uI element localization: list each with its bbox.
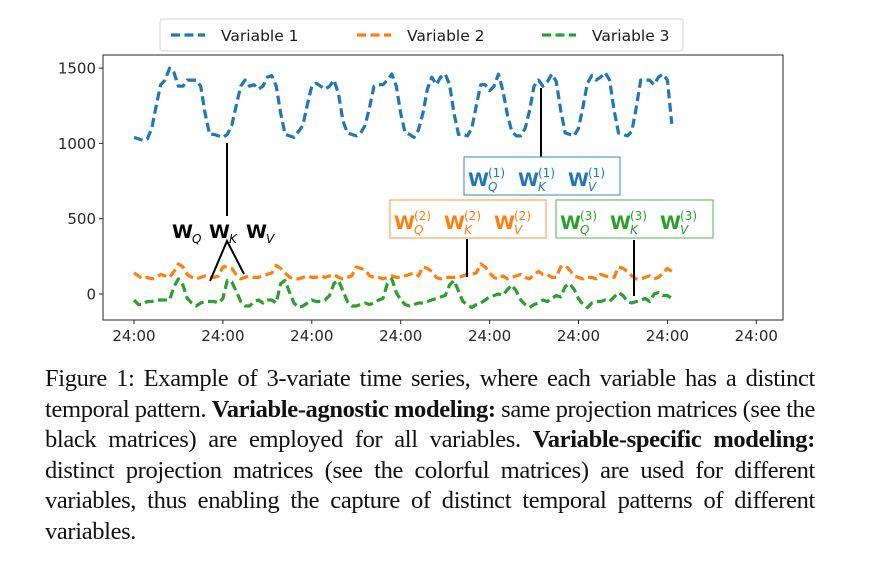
x-tick-label: 24:00 [201, 327, 244, 345]
matrix-w-v: W [660, 212, 681, 234]
matrix-w-v: W [494, 212, 515, 234]
caption-bold-agnostic: Variable-agnostic modeling: [211, 395, 496, 423]
matrix-w-v: W [246, 221, 267, 243]
matrix-subscript: Q [488, 180, 497, 194]
caption-suffix: distinct projection matrices (see the co… [45, 456, 815, 545]
matrix-subscript: V [588, 180, 597, 194]
matrix-subscript: K [464, 223, 473, 237]
matrix-superscript: (3) [680, 209, 697, 223]
matrix-subscript: Q [414, 223, 423, 237]
matrix-w-v: W [568, 169, 589, 191]
matrix-subscript: V [680, 223, 689, 237]
legend-box [159, 18, 684, 52]
series-line-3 [132, 277, 673, 310]
matrix-superscript: (1) [588, 166, 605, 180]
matrix-superscript: (3) [580, 209, 597, 223]
x-tick-label: 24:00 [735, 327, 778, 345]
matrix-superscript: (2) [464, 209, 481, 223]
annotation-connectors [209, 88, 635, 296]
matrix-superscript: (2) [514, 209, 531, 223]
matrix-subscript: V [266, 232, 275, 246]
matrix-superscript: (2) [414, 209, 431, 223]
y-tick-label: 1000 [58, 135, 96, 153]
matrix-subscript: V [514, 223, 523, 237]
matrix-subscript: Q [580, 223, 589, 237]
matrix-superscript: (1) [538, 166, 555, 180]
chart-figure: 0 500 1000 1500 24:00 24:00 24:00 24:00 24:00 24… [58, 18, 784, 345]
y-tick-label: 1500 [58, 60, 96, 78]
caption-mid: same projection matrices (see the black … [45, 395, 815, 454]
x-tick-label: 24:00 [646, 327, 689, 345]
shared-connector-down [209, 238, 245, 282]
x-tick-label: 24:00 [290, 327, 333, 345]
var3-matrices-label: W (3)Q W (3)K W (3)V [560, 209, 697, 237]
matrix-w-k: W [518, 169, 539, 191]
legend-label-1: Variable 1 [221, 27, 299, 45]
matrix-subscript: K [630, 223, 639, 237]
series-lines [132, 66, 674, 310]
figure-caption: Figure 1: Example of 3-variate time seri… [45, 364, 815, 547]
matrix-subscript: Q [192, 232, 201, 246]
y-tick-label: 0 [86, 286, 96, 304]
series-line-1 [133, 66, 674, 142]
matrix-w-q: W [560, 212, 581, 234]
plot-area [102, 54, 784, 321]
matrix-subscript: K [538, 180, 547, 194]
legend-label-3: Variable 3 [592, 27, 670, 45]
x-tick-label: 24:00 [468, 327, 511, 345]
x-tick-label: 24:00 [379, 327, 422, 345]
y-axis: 0 500 1000 1500 [58, 60, 103, 304]
caption-prefix: Figure 1: Example of 3-variate time seri… [45, 365, 815, 423]
var3-matrix-box [555, 199, 714, 239]
matrix-w-q: W [394, 212, 415, 234]
y-tick-label: 500 [67, 210, 96, 228]
var1-matrices-label: W (1)Q W (1)K W (1)V [468, 166, 605, 194]
x-tick-label: 24:00 [557, 327, 600, 345]
matrix-superscript: (1) [488, 166, 505, 180]
matrix-w-k: W [610, 212, 631, 234]
matrix-w-q: W [468, 169, 489, 191]
matrix-superscript: (3) [630, 209, 647, 223]
matrix-w-k: W [444, 212, 465, 234]
var2-matrix-box [389, 199, 547, 239]
matrix-w-q: W [172, 221, 193, 243]
x-tick-label: 24:00 [112, 327, 155, 345]
var2-matrices-label: W (2)Q W (2)K W (2)V [394, 209, 531, 237]
series-line-2 [133, 262, 673, 281]
x-axis: 24:00 24:00 24:00 24:00 24:00 24:00 24:00 24:00 [112, 320, 778, 345]
matrix-subscript: K [229, 232, 238, 246]
var1-matrix-box [463, 156, 621, 196]
caption-bold-specific: Variable-specific modeling: [532, 426, 816, 453]
matrix-w-k: W [209, 221, 230, 243]
legend: Variable 1 Variable 2 Variable 3 [159, 18, 684, 52]
legend-label-2: Variable 2 [407, 27, 485, 45]
